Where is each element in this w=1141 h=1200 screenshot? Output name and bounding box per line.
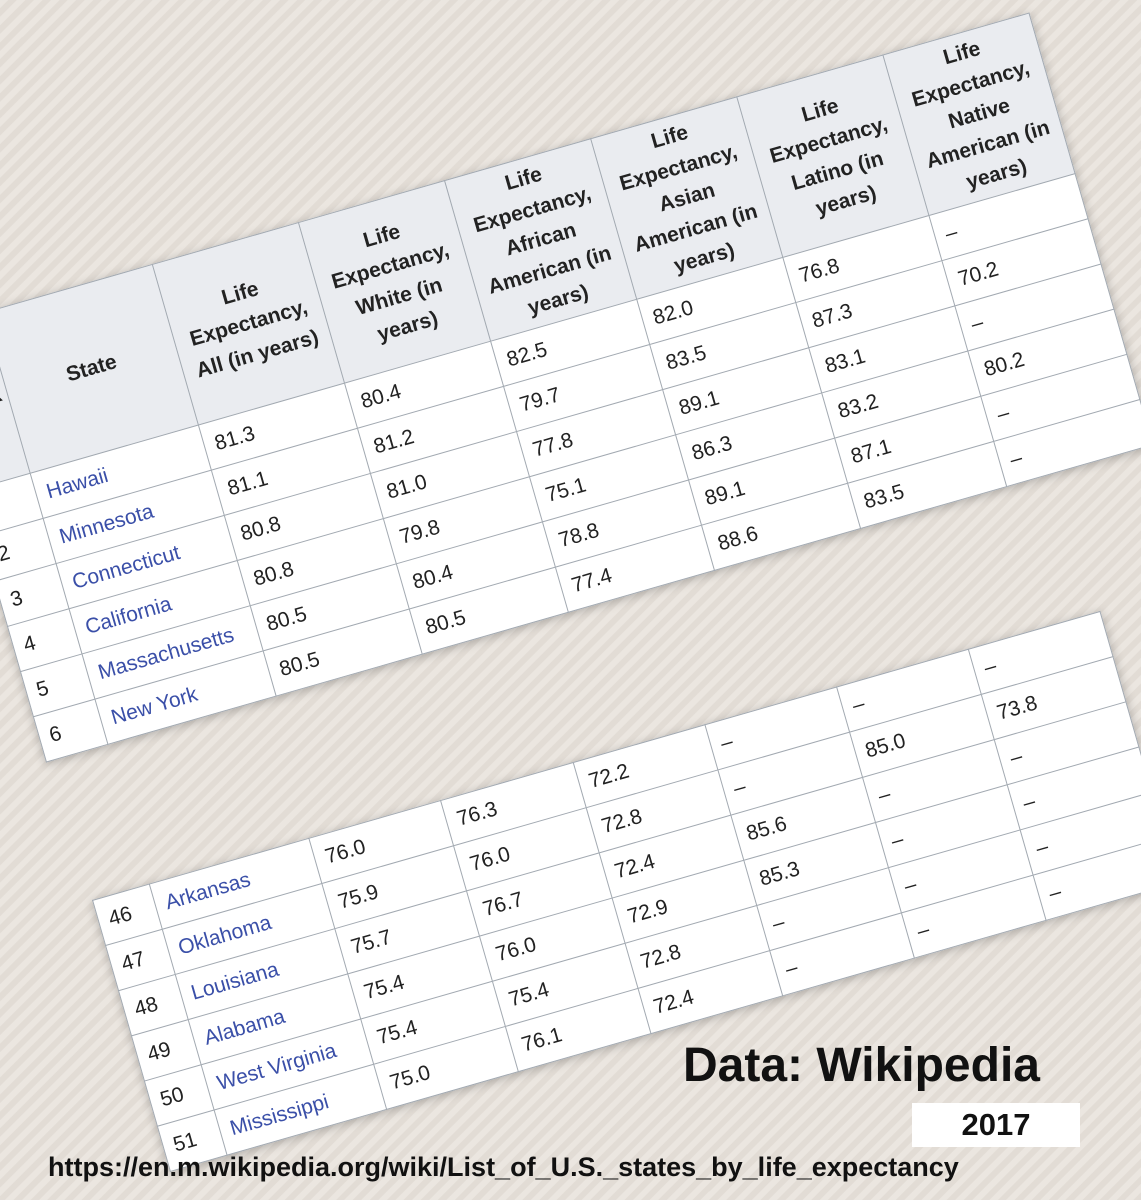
source: Data: Wikipedia (683, 1039, 1040, 1092)
url: https://en.m.wikipedia.org/wiki/List_of_… (48, 1152, 959, 1182)
year: 2017 (912, 1103, 1080, 1147)
